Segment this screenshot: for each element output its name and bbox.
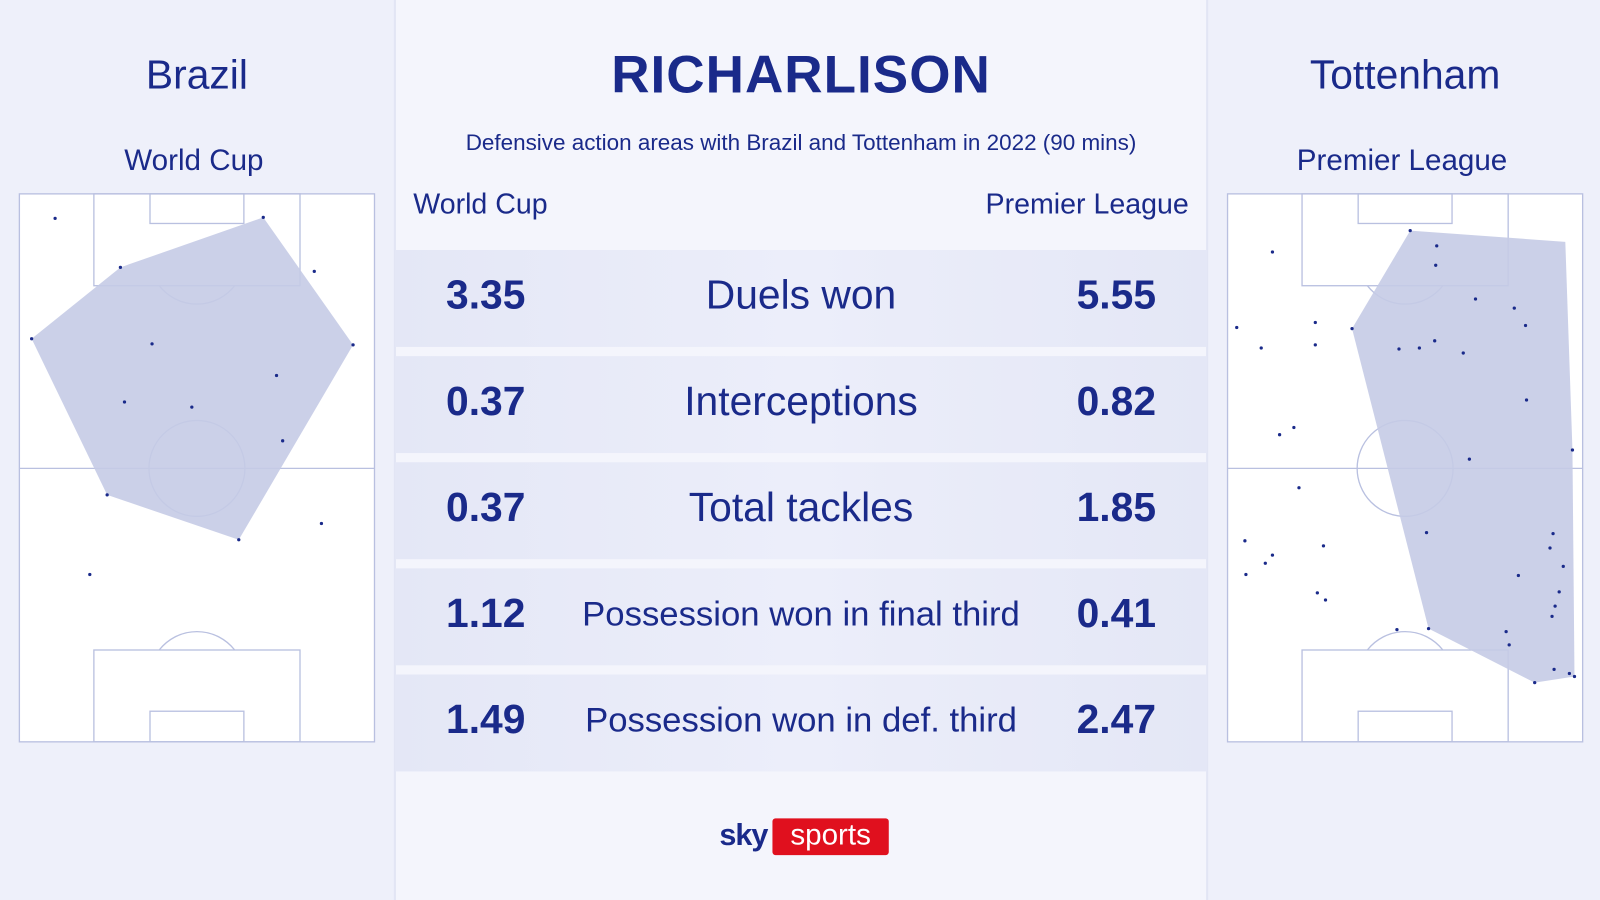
- action-area: [31, 217, 354, 540]
- row-band: [394, 250, 1208, 347]
- stat-label: Possession won in final third: [582, 595, 1020, 633]
- logo-badge: [772, 818, 889, 856]
- stat-value: 3.35: [446, 272, 525, 318]
- stat-value: 1.12: [446, 590, 525, 636]
- stat-value: 1.85: [1077, 484, 1156, 530]
- competition: World Cup: [124, 144, 263, 177]
- team-name: Brazil: [146, 51, 248, 97]
- stat-value: 0.37: [446, 484, 525, 530]
- column-header: Premier League: [986, 189, 1189, 221]
- title: RICHARLISON: [611, 46, 991, 105]
- stat-label: Duels won: [706, 272, 896, 318]
- column-header: World Cup: [413, 189, 547, 221]
- action-area: [1352, 230, 1575, 683]
- team-name: Tottenham: [1310, 51, 1501, 97]
- logo: sky sports: [719, 818, 889, 856]
- stat-value: 5.55: [1077, 272, 1156, 318]
- stat-value: 0.82: [1077, 378, 1156, 424]
- stats-table: 3.35 Duels won 5.55 0.37 Interceptions 0.82 0.…: [394, 250, 1208, 772]
- logo-product: sports: [790, 819, 871, 852]
- row-band: [394, 568, 1208, 666]
- stat-value: 0.41: [1077, 590, 1156, 636]
- logo-brand: sky: [719, 818, 768, 852]
- row-band: [394, 462, 1208, 560]
- stat-value: 1.49: [446, 696, 525, 742]
- stat-label: Possession won in def. third: [585, 702, 1017, 740]
- competition: Premier League: [1297, 144, 1507, 177]
- stat-label: Interceptions: [684, 378, 918, 424]
- stat-value: 2.47: [1077, 696, 1156, 742]
- row-band: [394, 356, 1208, 454]
- action-dots: [30, 215, 355, 577]
- stat-value: 0.37: [446, 378, 525, 424]
- action-dots: [1235, 228, 1577, 685]
- stat-label: Total tackles: [689, 484, 913, 530]
- row-band: [394, 674, 1208, 772]
- subtitle: Defensive action areas with Brazil and T…: [466, 130, 1137, 155]
